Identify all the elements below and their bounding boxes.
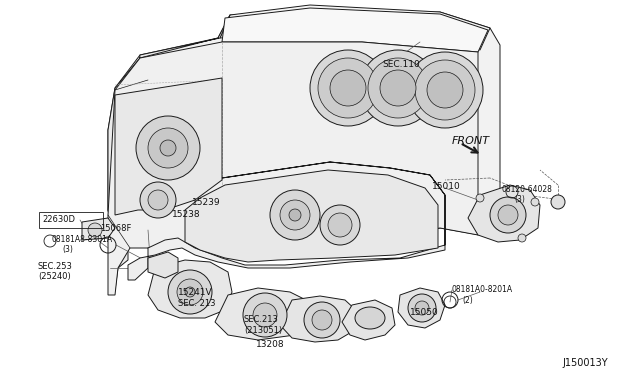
- Circle shape: [415, 60, 475, 120]
- Circle shape: [253, 303, 277, 327]
- Circle shape: [415, 301, 429, 315]
- Circle shape: [289, 209, 301, 221]
- Polygon shape: [148, 252, 178, 278]
- Polygon shape: [398, 288, 445, 328]
- Circle shape: [551, 195, 565, 209]
- Circle shape: [148, 190, 168, 210]
- Text: 08181A8-8301A: 08181A8-8301A: [52, 235, 113, 244]
- Text: SEC.110: SEC.110: [382, 60, 420, 69]
- Circle shape: [490, 197, 526, 233]
- Circle shape: [185, 287, 195, 297]
- Polygon shape: [215, 288, 312, 340]
- Circle shape: [380, 70, 416, 106]
- Text: 08120-64028: 08120-64028: [502, 185, 553, 194]
- Text: 13208: 13208: [256, 340, 285, 349]
- Circle shape: [318, 58, 378, 118]
- Circle shape: [498, 205, 518, 225]
- Text: 15068F: 15068F: [100, 224, 131, 233]
- Text: 15241V: 15241V: [178, 288, 212, 297]
- Text: SEC.253: SEC.253: [38, 262, 73, 271]
- Circle shape: [330, 70, 366, 106]
- Text: 15239: 15239: [192, 198, 221, 207]
- Circle shape: [427, 72, 463, 108]
- Text: (25240): (25240): [38, 272, 71, 281]
- Circle shape: [148, 128, 188, 168]
- Polygon shape: [148, 260, 232, 318]
- Text: J150013Y: J150013Y: [562, 358, 607, 368]
- Circle shape: [243, 293, 287, 337]
- Circle shape: [160, 140, 176, 156]
- Text: 15050: 15050: [410, 308, 439, 317]
- Circle shape: [310, 50, 386, 126]
- Circle shape: [270, 190, 320, 240]
- Text: 15238: 15238: [172, 210, 200, 219]
- Polygon shape: [82, 218, 115, 240]
- Polygon shape: [108, 42, 478, 295]
- Circle shape: [304, 302, 340, 338]
- Polygon shape: [280, 296, 358, 342]
- Text: 15010: 15010: [432, 182, 461, 191]
- Polygon shape: [220, 5, 490, 50]
- Text: SEC. 213: SEC. 213: [178, 299, 216, 308]
- Circle shape: [518, 234, 526, 242]
- Text: SEC.213: SEC.213: [244, 315, 279, 324]
- Polygon shape: [342, 300, 395, 340]
- Polygon shape: [108, 12, 500, 290]
- Circle shape: [476, 194, 484, 202]
- Text: FRONT: FRONT: [452, 136, 490, 146]
- Circle shape: [408, 294, 436, 322]
- Circle shape: [531, 198, 539, 206]
- Polygon shape: [115, 78, 222, 215]
- Circle shape: [136, 116, 200, 180]
- Circle shape: [177, 279, 203, 305]
- Circle shape: [328, 213, 352, 237]
- Text: (213051): (213051): [244, 326, 282, 335]
- Circle shape: [320, 205, 360, 245]
- Circle shape: [168, 270, 212, 314]
- Polygon shape: [185, 170, 438, 262]
- Ellipse shape: [355, 307, 385, 329]
- Text: (3): (3): [514, 195, 525, 204]
- Text: (2): (2): [462, 296, 473, 305]
- Circle shape: [312, 310, 332, 330]
- Circle shape: [360, 50, 436, 126]
- Polygon shape: [222, 8, 488, 52]
- Circle shape: [407, 52, 483, 128]
- Polygon shape: [128, 162, 445, 280]
- Polygon shape: [108, 15, 230, 268]
- Circle shape: [280, 200, 310, 230]
- Circle shape: [368, 58, 428, 118]
- Polygon shape: [468, 185, 540, 242]
- Circle shape: [88, 223, 102, 237]
- Text: (3): (3): [62, 245, 73, 254]
- Circle shape: [140, 182, 176, 218]
- Text: 08181A0-8201A: 08181A0-8201A: [452, 285, 513, 294]
- Text: 22630D: 22630D: [42, 215, 75, 224]
